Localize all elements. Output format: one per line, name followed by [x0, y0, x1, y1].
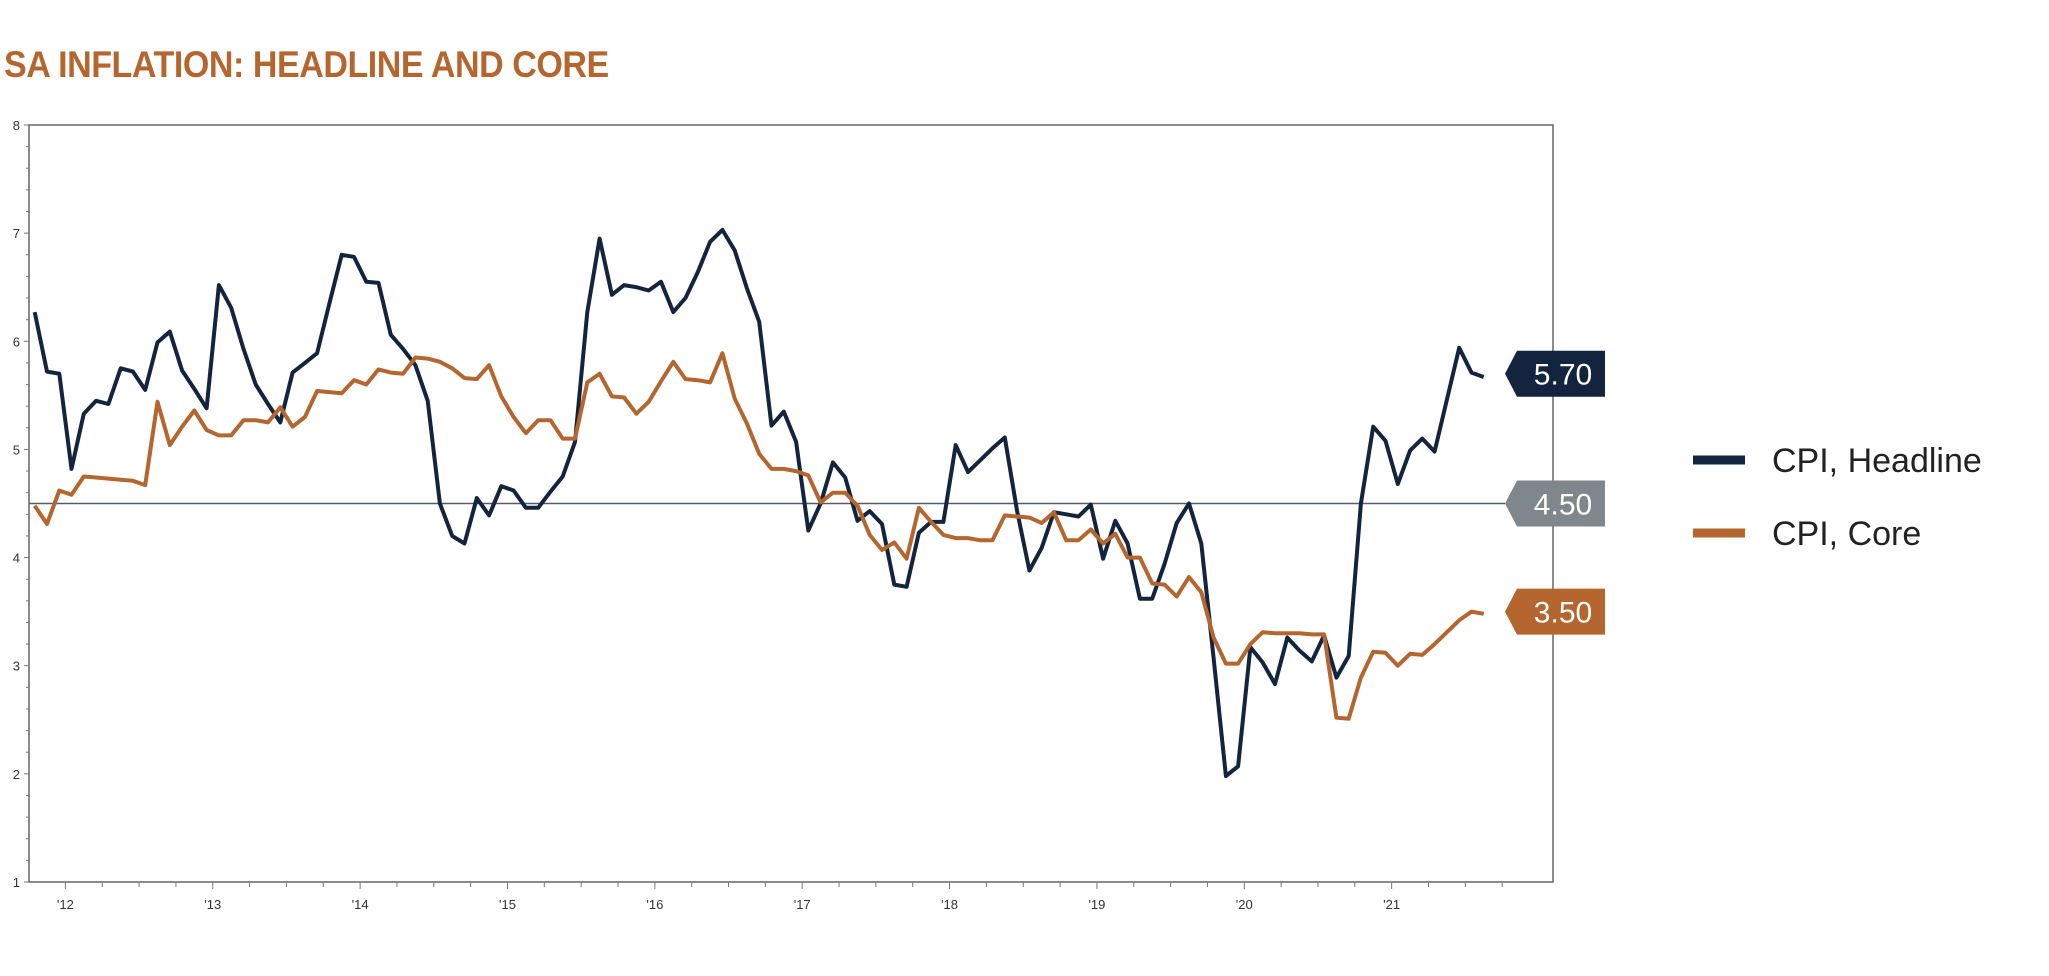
x-tick-label: '20 [1236, 897, 1253, 912]
x-tick-label: '13 [204, 897, 221, 912]
x-tick-label: '18 [941, 897, 958, 912]
y-tick-label: 4 [13, 551, 20, 566]
chart-title: SA INFLATION: HEADLINE AND CORE [4, 44, 609, 85]
y-tick-label: 7 [13, 226, 20, 241]
reference-tag-label: 4.50 [1534, 489, 1592, 522]
legend-label: CPI, Core [1772, 515, 1921, 553]
y-tick-label: 1 [13, 875, 20, 890]
x-tick-label: '16 [646, 897, 663, 912]
series-line-headline [32, 227, 1485, 778]
x-tick-label: '21 [1383, 897, 1400, 912]
y-tick-label: 2 [13, 767, 20, 782]
x-tick-label: '15 [499, 897, 516, 912]
headline-tag-label: 5.70 [1534, 359, 1592, 392]
x-tick-label: '12 [57, 897, 74, 912]
x-tick-label: '14 [352, 897, 369, 912]
y-tick-label: 5 [13, 442, 20, 457]
y-tick-label: 8 [13, 118, 20, 133]
series-line-core [33, 351, 1485, 721]
y-tick-label: 3 [13, 659, 20, 674]
x-tick-label: '19 [1088, 897, 1105, 912]
core-tag-label: 3.50 [1534, 597, 1592, 630]
y-tick-label: 6 [13, 334, 20, 349]
core-tag [1505, 588, 1605, 635]
x-tick-label: '17 [794, 897, 811, 912]
reference-tag [1505, 480, 1605, 527]
headline-tag [1505, 350, 1605, 397]
legend-label: CPI, Headline [1772, 442, 1982, 480]
